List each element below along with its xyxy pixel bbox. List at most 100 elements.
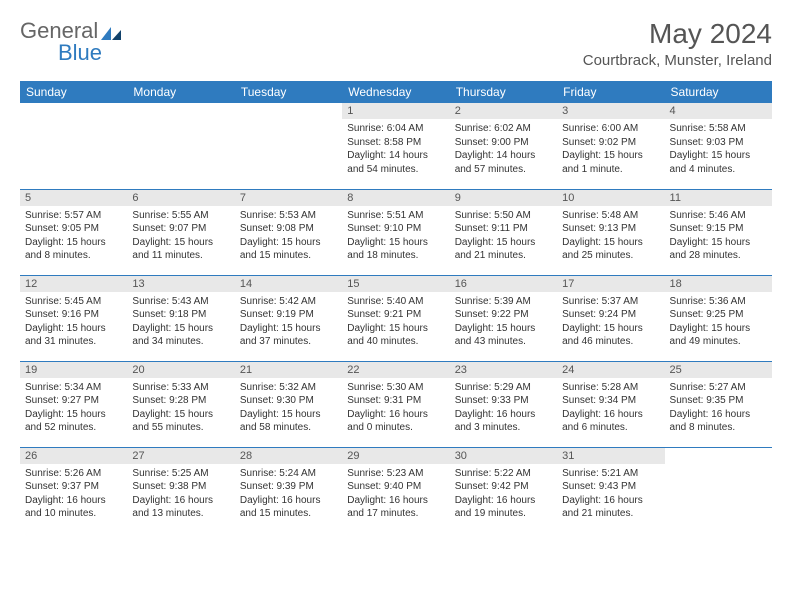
calendar-week-row: 12Sunrise: 5:45 AMSunset: 9:16 PMDayligh… [20,275,772,361]
day-detail: Sunrise: 5:58 AMSunset: 9:03 PMDaylight:… [665,119,772,179]
day-number: 10 [557,190,664,206]
daylight-text-2: and 3 minutes. [455,421,552,435]
sunset-text: Sunset: 9:11 PM [455,222,552,236]
sunrise-text: Sunrise: 5:34 AM [25,381,122,395]
day-number: 12 [20,276,127,292]
sunrise-text: Sunrise: 5:25 AM [132,467,229,481]
calendar-cell: 3Sunrise: 6:00 AMSunset: 9:02 PMDaylight… [557,103,664,189]
calendar-cell: 23Sunrise: 5:29 AMSunset: 9:33 PMDayligh… [450,361,557,447]
sunrise-text: Sunrise: 5:42 AM [240,295,337,309]
day-number: 18 [665,276,772,292]
sunrise-text: Sunrise: 5:30 AM [347,381,444,395]
day-detail: Sunrise: 5:21 AMSunset: 9:43 PMDaylight:… [557,464,664,524]
sunrise-text: Sunrise: 5:46 AM [670,209,767,223]
daylight-text-1: Daylight: 15 hours [455,322,552,336]
day-detail: Sunrise: 5:30 AMSunset: 9:31 PMDaylight:… [342,378,449,438]
day-number: 1 [342,103,449,119]
daylight-text-1: Daylight: 16 hours [347,494,444,508]
calendar-cell: 14Sunrise: 5:42 AMSunset: 9:19 PMDayligh… [235,275,342,361]
daylight-text-2: and 28 minutes. [670,249,767,263]
calendar-cell [665,447,772,533]
daylight-text-1: Daylight: 16 hours [240,494,337,508]
day-detail: Sunrise: 5:40 AMSunset: 9:21 PMDaylight:… [342,292,449,352]
daylight-text-2: and 0 minutes. [347,421,444,435]
daylight-text-1: Daylight: 15 hours [670,149,767,163]
day-number: 24 [557,362,664,378]
day-detail: Sunrise: 5:28 AMSunset: 9:34 PMDaylight:… [557,378,664,438]
sunset-text: Sunset: 9:15 PM [670,222,767,236]
daylight-text-2: and 57 minutes. [455,163,552,177]
day-detail: Sunrise: 5:48 AMSunset: 9:13 PMDaylight:… [557,206,664,266]
calendar-cell: 28Sunrise: 5:24 AMSunset: 9:39 PMDayligh… [235,447,342,533]
daylight-text-2: and 21 minutes. [562,507,659,521]
day-detail: Sunrise: 5:34 AMSunset: 9:27 PMDaylight:… [20,378,127,438]
sunset-text: Sunset: 9:37 PM [25,480,122,494]
daylight-text-2: and 19 minutes. [455,507,552,521]
day-detail: Sunrise: 5:24 AMSunset: 9:39 PMDaylight:… [235,464,342,524]
sunrise-text: Sunrise: 5:57 AM [25,209,122,223]
day-number: 16 [450,276,557,292]
day-number: 8 [342,190,449,206]
sunrise-text: Sunrise: 5:43 AM [132,295,229,309]
sunrise-text: Sunrise: 5:58 AM [670,122,767,136]
daylight-text-1: Daylight: 15 hours [562,322,659,336]
sunrise-text: Sunrise: 5:39 AM [455,295,552,309]
location-text: Courtbrack, Munster, Ireland [583,52,772,69]
sunset-text: Sunset: 9:18 PM [132,308,229,322]
day-number: 19 [20,362,127,378]
sunrise-text: Sunrise: 5:40 AM [347,295,444,309]
calendar-cell: 22Sunrise: 5:30 AMSunset: 9:31 PMDayligh… [342,361,449,447]
day-number: 27 [127,448,234,464]
day-detail: Sunrise: 6:02 AMSunset: 9:00 PMDaylight:… [450,119,557,179]
daylight-text-2: and 40 minutes. [347,335,444,349]
calendar-cell: 4Sunrise: 5:58 AMSunset: 9:03 PMDaylight… [665,103,772,189]
calendar-cell: 12Sunrise: 5:45 AMSunset: 9:16 PMDayligh… [20,275,127,361]
sunrise-text: Sunrise: 5:24 AM [240,467,337,481]
calendar-cell: 7Sunrise: 5:53 AMSunset: 9:08 PMDaylight… [235,189,342,275]
daylight-text-1: Daylight: 16 hours [562,408,659,422]
calendar-cell: 27Sunrise: 5:25 AMSunset: 9:38 PMDayligh… [127,447,234,533]
daylight-text-1: Daylight: 15 hours [132,322,229,336]
day-number: 23 [450,362,557,378]
col-wednesday: Wednesday [342,81,449,103]
sunset-text: Sunset: 9:43 PM [562,480,659,494]
sunrise-text: Sunrise: 5:37 AM [562,295,659,309]
calendar-cell: 19Sunrise: 5:34 AMSunset: 9:27 PMDayligh… [20,361,127,447]
daylight-text-1: Daylight: 15 hours [25,236,122,250]
day-number: 2 [450,103,557,119]
day-detail: Sunrise: 5:43 AMSunset: 9:18 PMDaylight:… [127,292,234,352]
brand-logo: GeneralBlue [20,18,123,66]
daylight-text-2: and 31 minutes. [25,335,122,349]
sunrise-text: Sunrise: 6:02 AM [455,122,552,136]
daylight-text-1: Daylight: 15 hours [347,322,444,336]
day-detail: Sunrise: 5:36 AMSunset: 9:25 PMDaylight:… [665,292,772,352]
daylight-text-2: and 13 minutes. [132,507,229,521]
calendar-cell: 16Sunrise: 5:39 AMSunset: 9:22 PMDayligh… [450,275,557,361]
sunset-text: Sunset: 9:02 PM [562,136,659,150]
daylight-text-2: and 55 minutes. [132,421,229,435]
brand-part2: Blue [58,40,123,66]
day-detail: Sunrise: 5:29 AMSunset: 9:33 PMDaylight:… [450,378,557,438]
day-detail: Sunrise: 5:46 AMSunset: 9:15 PMDaylight:… [665,206,772,266]
daylight-text-1: Daylight: 16 hours [562,494,659,508]
day-detail: Sunrise: 5:39 AMSunset: 9:22 PMDaylight:… [450,292,557,352]
calendar-cell: 10Sunrise: 5:48 AMSunset: 9:13 PMDayligh… [557,189,664,275]
sunset-text: Sunset: 9:35 PM [670,394,767,408]
sunset-text: Sunset: 9:33 PM [455,394,552,408]
sunrise-text: Sunrise: 5:55 AM [132,209,229,223]
daylight-text-2: and 46 minutes. [562,335,659,349]
sunset-text: Sunset: 9:13 PM [562,222,659,236]
sunset-text: Sunset: 9:31 PM [347,394,444,408]
daylight-text-2: and 15 minutes. [240,507,337,521]
day-detail: Sunrise: 5:23 AMSunset: 9:40 PMDaylight:… [342,464,449,524]
month-title: May 2024 [583,18,772,50]
day-number: 5 [20,190,127,206]
day-number: 9 [450,190,557,206]
sunset-text: Sunset: 9:40 PM [347,480,444,494]
day-number: 17 [557,276,664,292]
col-sunday: Sunday [20,81,127,103]
day-detail: Sunrise: 5:57 AMSunset: 9:05 PMDaylight:… [20,206,127,266]
day-number: 3 [557,103,664,119]
sunrise-text: Sunrise: 5:51 AM [347,209,444,223]
daylight-text-1: Daylight: 15 hours [240,322,337,336]
